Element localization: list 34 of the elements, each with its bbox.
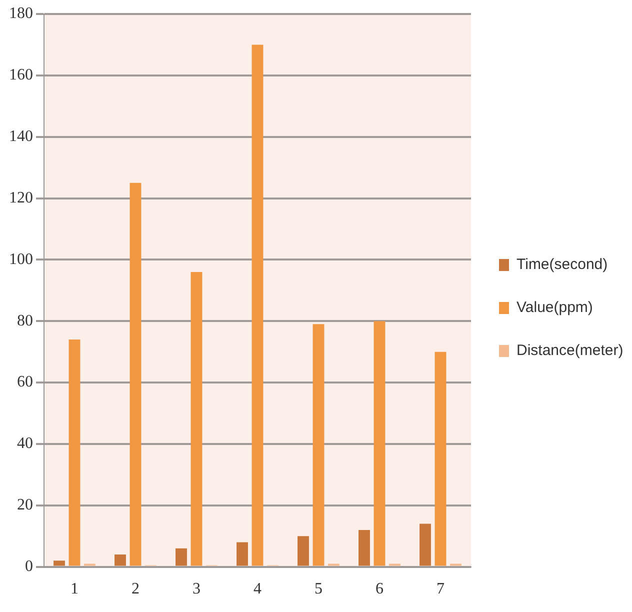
y-tick-label: 180 xyxy=(9,5,33,22)
y-tick-label: 20 xyxy=(17,496,33,514)
bar xyxy=(114,554,126,566)
bar xyxy=(298,536,309,566)
y-tick-label: 160 xyxy=(9,66,33,84)
y-tick-label: 120 xyxy=(9,189,33,206)
y-tick-label: 40 xyxy=(17,435,33,452)
bar xyxy=(420,524,431,566)
bar xyxy=(374,321,386,566)
bar xyxy=(252,44,264,566)
y-tick-label: 60 xyxy=(17,374,33,391)
x-tick-label: 7 xyxy=(436,580,444,598)
y-tick-label: 0 xyxy=(25,558,33,576)
bar xyxy=(190,272,202,566)
legend-label: Distance(meter) xyxy=(516,342,624,360)
bar xyxy=(54,560,65,566)
legend-label: Value(ppm) xyxy=(516,299,593,316)
y-tick-label: 80 xyxy=(17,312,33,330)
bar xyxy=(130,182,142,566)
bar xyxy=(434,352,446,566)
bar xyxy=(312,324,324,566)
x-tick-label: 3 xyxy=(192,580,200,598)
x-tick-label: 4 xyxy=(254,580,262,598)
y-tick-label: 140 xyxy=(9,128,33,146)
x-tick-label: 6 xyxy=(376,580,384,598)
x-tick-label: 5 xyxy=(314,580,322,598)
bar xyxy=(68,340,80,566)
bar xyxy=(358,530,370,566)
x-tick-label: 1 xyxy=(70,580,78,598)
bar xyxy=(236,542,248,566)
bar xyxy=(176,548,187,566)
y-tick-label: 100 xyxy=(9,250,33,268)
x-tick-label: 2 xyxy=(132,580,140,598)
legend-label: Time(second) xyxy=(516,256,608,274)
